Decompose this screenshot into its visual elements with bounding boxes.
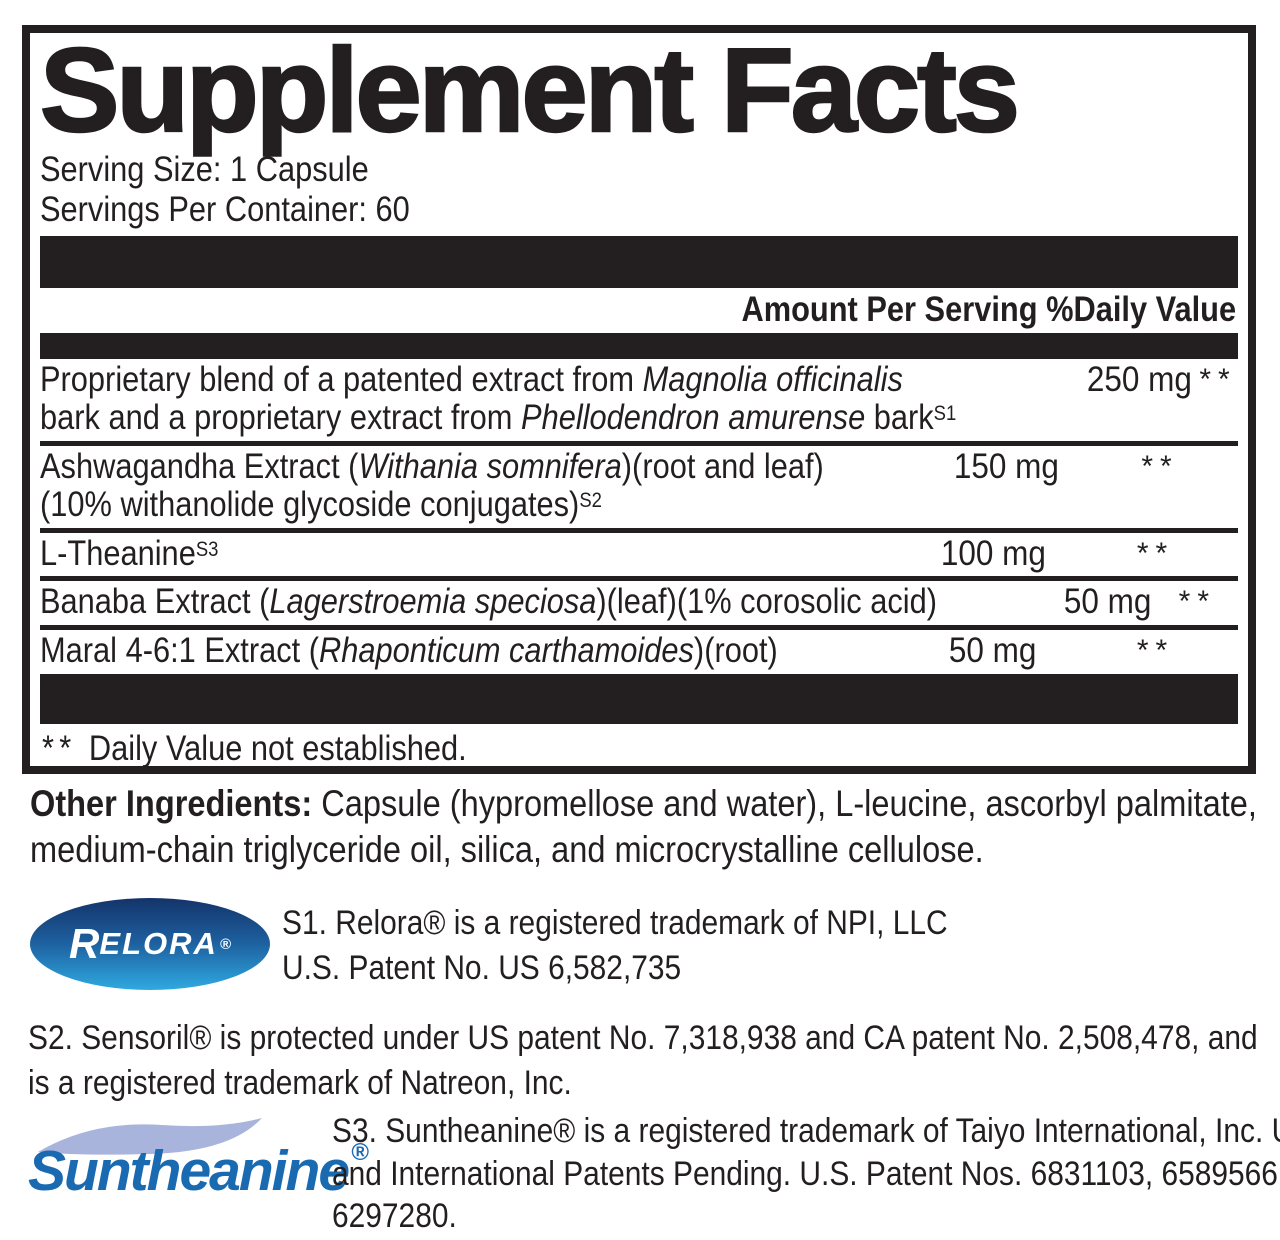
ingredient-name: Banaba Extract (Lagerstroemia speciosa)(… <box>40 582 938 622</box>
suntheanine-wordmark: Suntheanine ® <box>28 1139 369 1203</box>
table-row: Ashwagandha Extract (Withania somnifera)… <box>40 446 1238 533</box>
suntheanine-logo: Suntheanine ® <box>28 1116 369 1236</box>
relora-footnote: S1. Relora® is a registered trademark of… <box>282 904 948 987</box>
daily-value-cell: ** <box>1141 449 1179 483</box>
daily-value-cell: ** <box>1136 536 1175 570</box>
sensoril-footnote: S2. Sensoril® is protected under US pate… <box>28 1019 1258 1102</box>
serving-size: Serving Size: 1 Capsule <box>40 149 369 189</box>
registered-mark-icon: ® <box>351 1139 369 1166</box>
ingredient-name: Proprietary blend of a patented extract … <box>40 360 957 438</box>
suntheanine-wave-icon <box>38 1118 262 1155</box>
suntheanine-footnote: S3. Suntheanine® is a registered tradema… <box>332 1112 1280 1235</box>
ingredient-name: Ashwagandha Extract (Withania somnifera)… <box>40 446 824 524</box>
servings-per-container: Servings Per Container: 60 <box>40 190 410 230</box>
ingredient-amount: 50 mg <box>1064 582 1152 622</box>
ingredient-name: L-TheanineS3 <box>40 533 219 573</box>
serving-info: Serving Size: 1 Capsule Servings Per Con… <box>40 150 1238 231</box>
separator-bar-bottom <box>40 673 1238 724</box>
other-ingredients: Other Ingredients: Capsule (hypromellose… <box>30 783 1257 871</box>
relora-logo: R ELORA ® <box>30 898 270 990</box>
table-row: Proprietary blend of a patented extract … <box>40 359 1238 446</box>
ingredient-name: Maral 4-6:1 Extract (Rhaponticum cartham… <box>40 631 778 671</box>
page-title: Supplement Facts <box>39 25 1021 157</box>
daily-value-cell: ** <box>1178 585 1216 619</box>
separator-bar-top <box>40 236 1238 289</box>
other-ingredients-label: Other Ingredients: <box>30 783 313 824</box>
supplement-facts-panel: Supplement Facts Serving Size: 1 Capsule… <box>22 25 1256 774</box>
table-row: L-TheanineS3 100 mg ** <box>40 533 1238 582</box>
dv-footnote: ** Daily Value not established. <box>42 728 467 768</box>
column-header: Amount Per Serving %Daily Value <box>741 290 1236 330</box>
relora-logo-row: R ELORA ® <box>30 898 270 990</box>
daily-value-cell: ** <box>1136 634 1175 668</box>
ingredient-amount: 150 mg <box>953 446 1059 486</box>
daily-value-cell: ** <box>1199 363 1237 397</box>
ingredient-amount: 50 mg <box>949 631 1037 671</box>
table-row: Banaba Extract (Lagerstroemia speciosa)(… <box>40 581 1238 631</box>
separator-bar-mid <box>40 333 1238 360</box>
ingredient-amount: 100 mg <box>940 533 1046 573</box>
ingredient-amount: 250 mg <box>1087 360 1193 400</box>
registered-mark-icon: ® <box>219 935 231 953</box>
table-row: Maral 4-6:1 Extract (Rhaponticum cartham… <box>40 630 1238 674</box>
